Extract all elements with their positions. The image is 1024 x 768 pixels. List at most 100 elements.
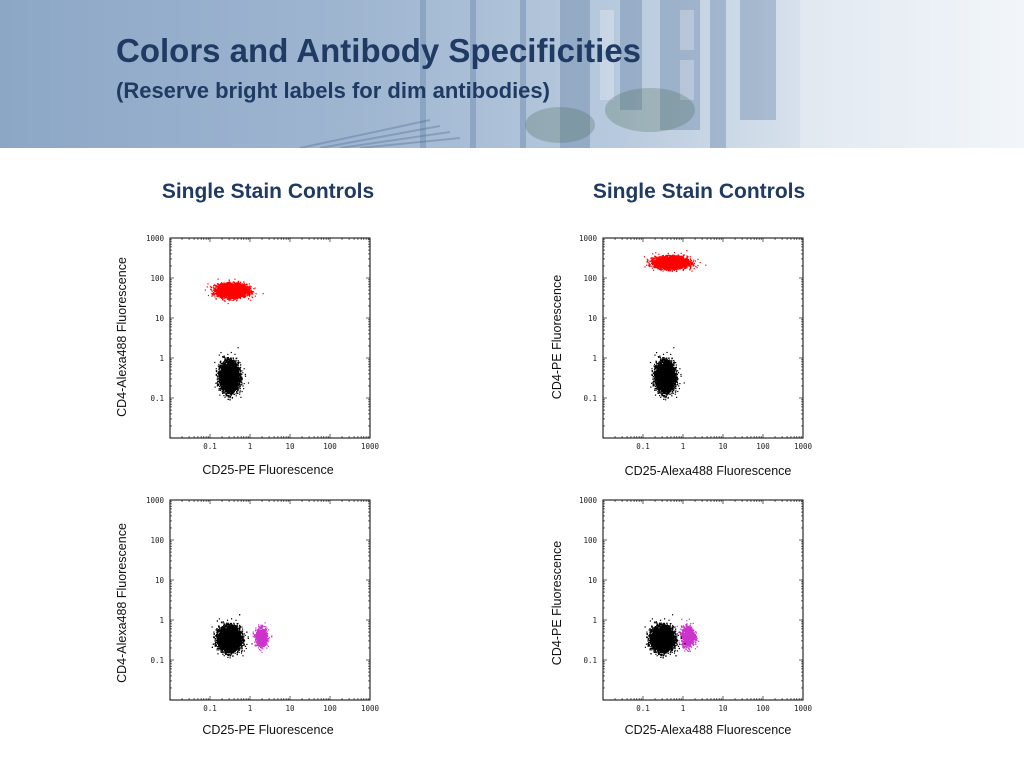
data-point <box>230 292 231 293</box>
data-point <box>231 292 232 293</box>
data-point <box>239 288 240 289</box>
data-point <box>228 295 229 296</box>
data-point <box>232 292 233 293</box>
data-point <box>234 293 235 294</box>
data-point <box>230 291 231 292</box>
data-point <box>229 291 230 292</box>
data-point <box>225 287 226 288</box>
data-point <box>244 290 245 291</box>
data-point <box>235 292 236 293</box>
data-point <box>228 291 229 292</box>
data-point <box>229 287 230 288</box>
data-point <box>225 292 226 293</box>
data-point <box>230 293 231 294</box>
data-point <box>227 286 228 287</box>
data-point <box>236 296 237 297</box>
data-point <box>227 283 228 284</box>
data-point <box>231 294 232 295</box>
data-point <box>240 289 241 290</box>
data-point <box>236 292 237 293</box>
data-point <box>242 288 243 289</box>
data-point <box>242 295 243 296</box>
data-point <box>226 288 227 289</box>
data-point <box>234 293 235 294</box>
data-point <box>226 294 227 295</box>
data-point <box>230 291 231 292</box>
data-point <box>243 285 244 286</box>
data-point <box>232 292 233 293</box>
data-point <box>233 295 234 296</box>
data-point <box>234 294 235 295</box>
data-point <box>224 287 225 288</box>
data-point <box>234 289 235 290</box>
data-point <box>234 291 235 292</box>
data-point <box>235 287 236 288</box>
data-point <box>230 295 231 296</box>
data-point <box>240 291 241 292</box>
data-point <box>232 292 233 293</box>
data-point <box>224 293 225 294</box>
data-point <box>235 292 236 293</box>
data-point <box>223 293 224 294</box>
data-point <box>248 287 249 288</box>
x-tick-label: 10 <box>285 442 295 451</box>
data-point <box>240 285 241 286</box>
data-point <box>223 289 224 290</box>
data-point <box>241 291 242 292</box>
data-point <box>226 289 227 290</box>
data-point <box>235 291 236 292</box>
data-point <box>238 287 239 288</box>
data-point <box>231 285 232 286</box>
data-point <box>233 288 234 289</box>
data-point <box>234 294 235 295</box>
data-point <box>232 287 233 288</box>
data-point <box>225 290 226 291</box>
data-point <box>237 287 238 288</box>
data-point <box>232 287 233 288</box>
data-point <box>233 287 234 288</box>
data-point <box>240 291 241 292</box>
data-point <box>233 290 234 291</box>
data-point <box>239 291 240 292</box>
data-point <box>225 290 226 291</box>
data-point <box>217 291 218 292</box>
data-point <box>235 290 236 291</box>
data-point <box>235 293 236 294</box>
data-point <box>246 290 247 291</box>
data-point <box>238 291 239 292</box>
data-point <box>226 287 227 288</box>
data-point <box>242 285 243 286</box>
data-point <box>248 291 249 292</box>
data-point <box>235 293 236 294</box>
data-point <box>223 282 224 283</box>
data-point <box>233 288 234 289</box>
data-point <box>243 286 244 287</box>
data-point <box>223 286 224 287</box>
data-point <box>239 294 240 295</box>
data-point <box>224 289 225 290</box>
data-point <box>223 285 224 286</box>
data-point <box>229 291 230 292</box>
data-point <box>229 294 230 295</box>
data-point <box>231 288 232 289</box>
data-point <box>237 290 238 291</box>
data-point <box>233 292 234 293</box>
data-point <box>226 289 227 290</box>
data-point <box>227 294 228 295</box>
data-point <box>225 294 226 295</box>
data-point <box>231 291 232 292</box>
data-point <box>231 294 232 295</box>
data-point <box>219 289 220 290</box>
data-point <box>230 288 231 289</box>
data-point <box>236 286 237 287</box>
data-point <box>228 286 229 287</box>
data-point <box>224 287 225 288</box>
data-point <box>230 291 231 292</box>
data-point <box>234 287 235 288</box>
data-point <box>235 292 236 293</box>
data-point <box>222 286 223 287</box>
data-point <box>230 295 231 296</box>
data-point <box>249 291 250 292</box>
data-point <box>239 294 240 295</box>
data-point <box>229 283 230 284</box>
